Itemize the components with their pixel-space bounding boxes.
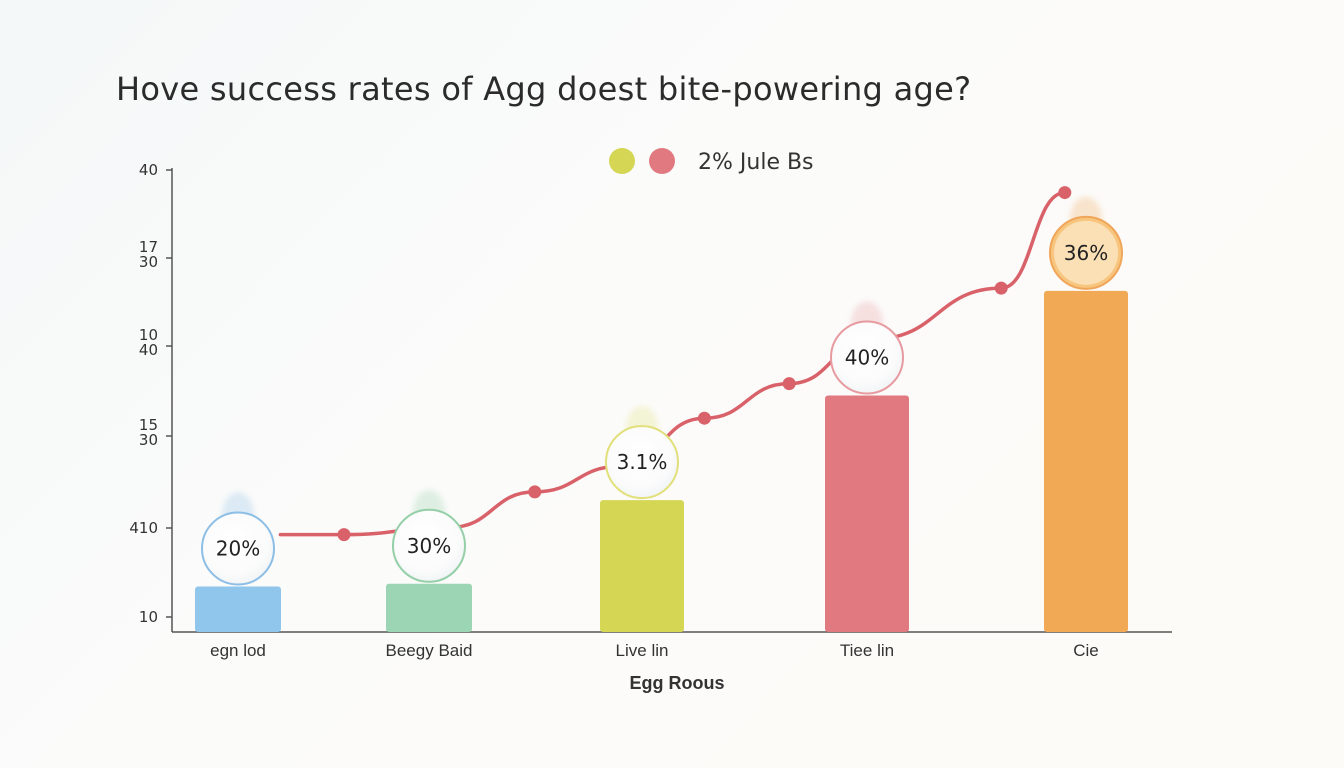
line-point <box>337 528 351 542</box>
bubble-circle <box>201 511 275 586</box>
y-tick-label: 10 40 <box>139 326 158 359</box>
bubble-circle <box>392 508 466 583</box>
data-label: 40% <box>845 345 889 369</box>
x-tick-label: Tiee lin <box>840 641 894 660</box>
legend-swatch <box>609 148 635 174</box>
line-point <box>1058 186 1072 200</box>
bar <box>386 583 472 632</box>
line-point <box>994 281 1008 295</box>
data-label: 20% <box>216 537 260 561</box>
x-tick-label: Beegy Baid <box>386 641 473 660</box>
data-label-bubble: 3.1% <box>605 425 679 500</box>
trend-line <box>278 190 1067 537</box>
bar <box>195 586 281 632</box>
bar <box>1044 290 1128 632</box>
x-tick-label: Live lin <box>616 641 669 660</box>
line-point <box>782 377 796 391</box>
chart-title: Hove success rates of Agg doest bite-pow… <box>116 70 972 108</box>
legend-swatch <box>649 148 675 174</box>
x-axis-title: Egg Roous <box>630 673 725 693</box>
y-tick-label: 40 <box>139 161 158 179</box>
bar <box>600 500 684 632</box>
data-label: 30% <box>407 534 451 558</box>
y-tick-label: 17 30 <box>139 238 158 271</box>
line-point <box>697 411 711 425</box>
bubble-circle <box>830 320 904 395</box>
data-label-bubble: 36% <box>1049 215 1123 290</box>
bubble-circle <box>605 425 679 500</box>
data-label-bubble: 20% <box>201 511 275 586</box>
data-label: 36% <box>1064 241 1108 265</box>
bubble-inner <box>1054 220 1118 285</box>
y-tick-label: 15 30 <box>139 416 158 449</box>
y-tick-label: 10 <box>139 608 158 626</box>
x-tick-label: egn lod <box>210 641 266 660</box>
data-label-bubble: 30% <box>392 508 466 583</box>
data-label-bubble: 40% <box>830 320 904 395</box>
data-label: 3.1% <box>617 450 668 474</box>
y-tick-label: 410 <box>129 519 158 537</box>
legend-label: 2% Jule Bs <box>698 150 814 175</box>
line-point <box>528 485 542 499</box>
bar <box>825 395 909 632</box>
x-tick-label: Cie <box>1073 641 1099 660</box>
